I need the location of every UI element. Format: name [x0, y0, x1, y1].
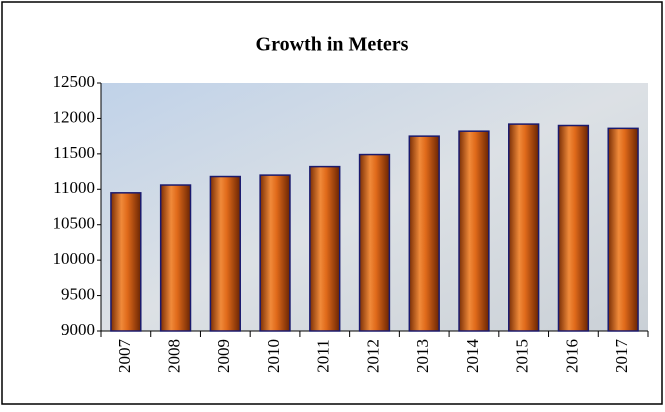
bar — [260, 175, 290, 331]
x-tick-label: 2014 — [463, 339, 482, 374]
bar — [111, 193, 141, 331]
bar — [161, 185, 191, 331]
y-tick-label: 11500 — [53, 143, 95, 162]
x-tick-label: 2013 — [413, 339, 432, 373]
y-tick-label: 11000 — [53, 178, 95, 197]
x-tick-label: 2008 — [164, 339, 183, 373]
y-tick-label: 10000 — [53, 249, 96, 268]
y-tick-label: 10500 — [53, 214, 96, 233]
bar — [310, 167, 340, 331]
bar — [608, 128, 638, 331]
bar — [210, 177, 240, 331]
bar — [459, 131, 489, 331]
chart: Growth in Meters 9000 9500 10000 10500 11000… — [0, 0, 665, 407]
x-tick-label: 2016 — [562, 339, 581, 373]
y-tick-label: 12500 — [53, 72, 96, 91]
chart-title: Growth in Meters — [256, 34, 409, 56]
bar — [409, 136, 439, 331]
y-tick-label: 9000 — [61, 320, 95, 339]
x-tick-label: 2009 — [214, 339, 233, 373]
y-tick-label: 12000 — [53, 107, 96, 126]
bar — [558, 126, 588, 331]
x-tick-label: 2010 — [264, 339, 283, 373]
x-tick-label: 2015 — [513, 339, 532, 373]
x-tick-label: 2012 — [363, 339, 382, 373]
bar — [360, 155, 390, 331]
x-tick-label: 2017 — [612, 339, 631, 374]
y-tick-label: 9500 — [61, 284, 95, 303]
x-tick-label: 2011 — [314, 339, 333, 372]
x-tick-label: 2007 — [115, 339, 134, 374]
bar — [509, 124, 539, 331]
